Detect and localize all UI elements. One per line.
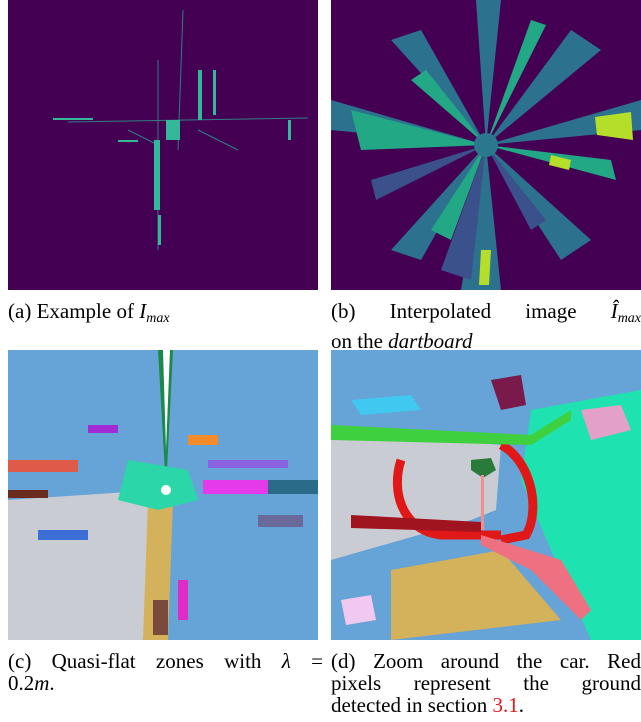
figure-a-image (8, 0, 318, 290)
caption-emphasis: dartboard (388, 329, 473, 353)
zoom-around-car-image (331, 350, 641, 640)
caption-label: (a) (8, 299, 32, 323)
lidar-max-image (8, 0, 318, 290)
figure-d-image (331, 350, 641, 640)
caption-label: (c) (8, 649, 32, 673)
caption-end: . (49, 671, 55, 695)
caption-line-3: detected in section (331, 693, 493, 717)
caption-a: (a) Example of Imax (8, 300, 323, 330)
interpolated-dartboard-image (331, 0, 641, 290)
caption-equals: = (290, 649, 324, 673)
caption-end: . (518, 693, 525, 717)
caption-value: 0.2 (8, 671, 35, 695)
caption-d: (d) Zoom around the car. Red pixels repr… (331, 650, 641, 716)
caption-c: (c) Quasi-flat zones with λ = 0.2m. (8, 650, 323, 694)
caption-unit: m (34, 671, 50, 695)
caption-text: Quasi-flat zones with (51, 649, 282, 673)
caption-math-sub: max (617, 311, 641, 326)
section-ref-link[interactable]: 3.1 (492, 693, 519, 717)
quasi-flat-zones-image (8, 350, 318, 640)
caption-line-1: Zoom around the car. Red (373, 649, 641, 673)
caption-label: (b) (331, 299, 356, 323)
caption-math-sub: max (146, 311, 170, 326)
caption-text: Interpolated image (389, 299, 611, 323)
figure-c-image (8, 350, 318, 640)
caption-math: I (139, 299, 147, 323)
caption-math: λ (281, 649, 291, 673)
caption-text-2: on the (331, 329, 389, 353)
figure-b-image (331, 0, 641, 290)
caption-line-2: pixels represent the ground (331, 671, 641, 695)
caption-label: (d) (331, 649, 356, 673)
caption-math: Î (610, 299, 618, 323)
caption-text: Example of (36, 299, 140, 323)
caption-b: (b) Interpolated image Îmax on the dartb… (331, 300, 641, 352)
